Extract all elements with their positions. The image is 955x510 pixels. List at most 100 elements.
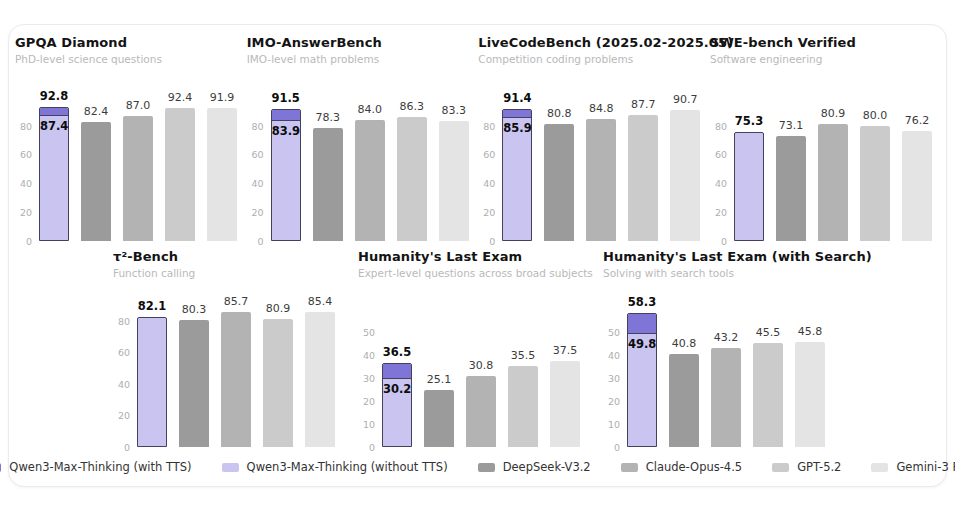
- model-bar: [795, 342, 825, 447]
- qwen-bar: 30.2: [382, 363, 412, 447]
- bar-value-label: 84.8: [589, 102, 614, 115]
- chart-subtitle: Competition coding problems: [478, 53, 708, 65]
- bars-area: 83.991.578.384.086.383.3: [269, 91, 477, 241]
- bar-gemini-3-pro: 85.4: [305, 305, 335, 447]
- with-tts-value-label: 91.4: [503, 91, 531, 105]
- model-bar: [860, 126, 890, 241]
- model-bar: [123, 116, 153, 241]
- chart-tau2-bench: τ²-BenchFunction calling02040608082.180.…: [113, 249, 343, 455]
- benchmark-figure: GPQA DiamondPhD-level science questions0…: [0, 0, 955, 510]
- y-tick-label: 40: [363, 350, 375, 361]
- model-bar: [221, 312, 251, 447]
- model-bar: [544, 124, 574, 241]
- y-tick-label: 80: [715, 120, 727, 131]
- chart-row-top: GPQA DiamondPhD-level science questions0…: [13, 35, 942, 249]
- chart-title: LiveCodeBench (2025.02-2025.05): [478, 35, 708, 50]
- bar-gpt-5-2: 86.3: [397, 91, 427, 241]
- y-tick-label: 20: [252, 207, 264, 218]
- tts-gain-cap: [383, 364, 411, 378]
- bar-claude-opus-4-5: 30.8: [466, 305, 496, 447]
- bar-gpt-5-2: 92.4: [165, 91, 195, 241]
- y-axis: 020406080: [478, 91, 500, 241]
- plot-area: 02040608075.373.180.980.076.2: [710, 91, 940, 241]
- chart-subtitle: Software engineering: [710, 53, 940, 65]
- bar-deepseek-v3-2: 80.8: [544, 91, 574, 241]
- y-tick-label: 80: [483, 120, 495, 131]
- model-bar: [711, 348, 741, 447]
- bar-value-label: 87.7: [631, 98, 656, 111]
- qwen-bar: [734, 132, 764, 241]
- bars-area: 85.9 91.4 80.8 84.8 87.7 90.7: [500, 91, 708, 241]
- legend-item-gpt-5-2: GPT-5.2: [772, 460, 841, 474]
- y-axis: 020406080: [113, 305, 135, 447]
- model-bar: [550, 361, 580, 447]
- chart-title: SWE-bench Verified: [710, 35, 940, 50]
- legend-swatch: [772, 463, 789, 472]
- without-tts-value-label: 87.4: [40, 119, 68, 133]
- legend-label: GPT-5.2: [797, 460, 841, 474]
- bar-value-label: 76.2: [905, 114, 930, 127]
- chart-subtitle: Function calling: [113, 267, 343, 279]
- bar-claude-opus-4-5: 43.2: [711, 305, 741, 447]
- plot-area: 0102030405049.858.340.843.245.545.8: [603, 305, 833, 447]
- bar-qwen3-max-thinking: 82.1: [137, 305, 167, 447]
- model-bar: [397, 117, 427, 241]
- bar-value-label: 80.8: [547, 107, 572, 120]
- bar-value-label: 85.7: [224, 295, 249, 308]
- chart-title: Humanity's Last Exam: [358, 249, 588, 264]
- bar-gpt-5-2: 35.5: [508, 305, 538, 447]
- bar-deepseek-v3-2: 73.1: [776, 91, 806, 241]
- bar-qwen3-max-thinking: 75.3: [734, 91, 764, 241]
- model-bar: [263, 319, 293, 447]
- chart-title: GPQA Diamond: [15, 35, 245, 50]
- qwen-bar: 49.8: [627, 313, 657, 447]
- y-tick-label: 60: [20, 149, 32, 160]
- tts-gain-cap: [272, 110, 300, 121]
- benchmark-figure-card: GPQA DiamondPhD-level science questions0…: [8, 24, 947, 487]
- bar-deepseek-v3-2: 40.8: [669, 305, 699, 447]
- without-tts-value-label: 30.2: [383, 382, 411, 396]
- model-bar: [508, 366, 538, 447]
- plot-area: 02040608082.180.385.780.985.4: [113, 305, 343, 447]
- bar-gpt-5-2: 80.0: [860, 91, 890, 241]
- qwen-bar: 85.9: [502, 109, 532, 241]
- bar-value-label: 45.8: [798, 325, 823, 338]
- y-axis: 01020304050: [603, 305, 625, 447]
- bar-deepseek-v3-2: 78.3: [313, 91, 343, 241]
- y-axis: 020406080: [710, 91, 732, 241]
- bar-qwen3-max-thinking: 85.9 91.4: [502, 91, 532, 241]
- bar-value-label: 83.3: [441, 104, 466, 117]
- legend-item-qwen3-max-thinking-without-tts: Qwen3-Max-Thinking (without TTS): [222, 460, 448, 474]
- model-bar: [355, 120, 385, 241]
- model-bar: [902, 131, 932, 241]
- legend-label: Claude-Opus-4.5: [646, 460, 742, 474]
- bar-gpt-5-2: 45.5: [753, 305, 783, 447]
- y-tick-label: 20: [715, 207, 727, 218]
- with-tts-value-label: 92.8: [40, 89, 68, 103]
- legend-swatch: [871, 463, 888, 472]
- y-tick-label: 0: [258, 236, 264, 247]
- bar-value-label: 45.5: [756, 326, 781, 339]
- without-tts-value-label: 49.8: [628, 337, 656, 351]
- y-tick-label: 20: [118, 410, 130, 421]
- bar-gemini-3-pro: 83.3: [439, 91, 469, 241]
- legend-item-gemini-3-pro: Gemini-3 Pro: [871, 460, 955, 474]
- bar-value-label: 91.9: [210, 91, 235, 104]
- bar-value-label: 25.1: [427, 373, 452, 386]
- y-tick-label: 0: [369, 442, 375, 453]
- bar-value-label: 37.5: [553, 344, 578, 357]
- with-tts-value-label: 58.3: [628, 295, 656, 309]
- model-bar: [165, 108, 195, 241]
- model-bar: [424, 390, 454, 447]
- chart-humanitys-last-exam-with-search: Humanity's Last Exam (with Search)Solvin…: [603, 249, 833, 455]
- bar-value-label: 80.3: [182, 303, 207, 316]
- plot-area: 02040608087.492.882.487.092.491.9: [15, 91, 245, 241]
- bar-gemini-3-pro: 91.9: [207, 91, 237, 241]
- bar-qwen3-max-thinking: 83.991.5: [271, 91, 301, 241]
- bar-value-label: 90.7: [673, 93, 698, 106]
- model-bar: [439, 121, 469, 241]
- bar-value-label: 87.0: [126, 99, 151, 112]
- y-tick-label: 0: [26, 236, 32, 247]
- model-bar: [179, 320, 209, 447]
- chart-subtitle: IMO-level math problems: [247, 53, 477, 65]
